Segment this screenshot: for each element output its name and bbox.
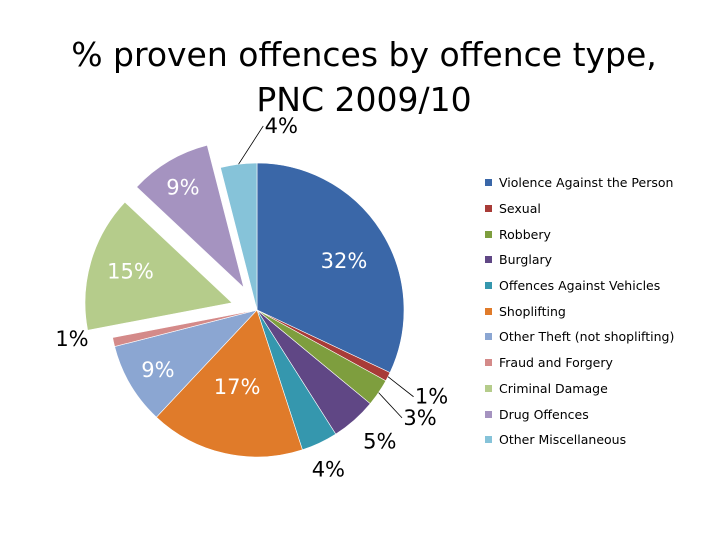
legend-swatch <box>485 384 492 392</box>
pie-slice-fraud-and-forgery <box>112 309 258 347</box>
legend-item-offences-against-vehicles: Offences Against Vehicles <box>485 273 721 299</box>
legend-label: Drug Offences <box>499 406 589 422</box>
legend-label: Violence Against the Person <box>499 175 674 191</box>
data-label-violence-against-the-person: 32% <box>321 249 368 273</box>
chart-title: % proven offences by offence type, PNC 2… <box>0 32 728 122</box>
legend-swatch <box>485 256 492 264</box>
label-leader-lines <box>238 125 414 419</box>
pie-slice-criminal-damage <box>84 201 233 331</box>
pie-slice-other-theft-not-shoplifting <box>114 309 258 418</box>
leader-line-other-miscellaneous <box>238 125 264 165</box>
chart-title-line-2: PNC 2009/10 <box>256 80 472 119</box>
legend-label: Other Theft (not shoplifting) <box>499 329 675 345</box>
legend-swatch <box>485 179 492 187</box>
data-label-sexual: 1% <box>415 385 448 409</box>
legend-label: Shoplifting <box>499 303 566 319</box>
legend-label: Other Miscellaneous <box>499 432 627 448</box>
legend-swatch <box>485 307 492 315</box>
pie-slice-violence-against-the-person <box>256 162 405 373</box>
legend-item-criminal-damage: Criminal Damage <box>485 376 721 402</box>
legend-swatch <box>485 410 492 418</box>
pie-slice-shoplifting <box>155 309 303 458</box>
legend-label: Criminal Damage <box>499 380 608 396</box>
legend-label: Offences Against Vehicles <box>499 278 661 294</box>
data-label-criminal-damage: 15% <box>107 259 154 283</box>
data-label-offences-against-vehicles: 4% <box>312 458 345 482</box>
legend: Violence Against the Person Sexual Robbery… <box>485 170 721 453</box>
leader-line-sexual <box>387 376 414 398</box>
legend-swatch <box>485 205 492 213</box>
data-label-shoplifting: 17% <box>214 375 261 399</box>
legend-item-sexual: Sexual <box>485 196 721 222</box>
legend-item-fraud-and-forgery: Fraud and Forgery <box>485 350 721 376</box>
data-label-fraud-and-forgery: 1% <box>55 327 88 351</box>
leader-line-robbery <box>378 392 403 419</box>
legend-item-violence-against-the-person: Violence Against the Person <box>485 170 721 196</box>
data-label-other-miscellaneous: 4% <box>265 114 298 138</box>
legend-label: Robbery <box>499 226 551 242</box>
legend-item-drug-offences: Drug Offences <box>485 401 721 427</box>
chart-title-line-1: % proven offences by offence type, <box>71 35 657 74</box>
pie-slice-drug-offences <box>136 144 245 289</box>
data-label-burglary: 5% <box>363 430 396 454</box>
legend-item-shoplifting: Shoplifting <box>485 298 721 324</box>
data-label-robbery: 3% <box>403 406 436 430</box>
legend-item-burglary: Burglary <box>485 247 721 273</box>
legend-item-other-theft-not-shoplifting: Other Theft (not shoplifting) <box>485 324 721 350</box>
legend-item-other-miscellaneous: Other Miscellaneous <box>485 427 721 453</box>
legend-label: Fraud and Forgery <box>499 355 613 371</box>
legend-swatch <box>485 230 492 238</box>
pie-slices <box>84 144 405 458</box>
legend-swatch <box>485 333 492 341</box>
legend-swatch <box>485 436 492 444</box>
data-label-other-theft-not-shoplifting: 9% <box>141 358 174 382</box>
legend-swatch <box>485 359 492 367</box>
legend-swatch <box>485 282 492 290</box>
legend-item-robbery: Robbery <box>485 221 721 247</box>
data-label-drug-offences: 9% <box>166 176 199 200</box>
legend-label: Burglary <box>499 252 553 268</box>
legend-label: Sexual <box>499 201 541 217</box>
pie-data-labels: 32%1%3%5%4%17%9%1%15%9%4% <box>55 114 448 482</box>
